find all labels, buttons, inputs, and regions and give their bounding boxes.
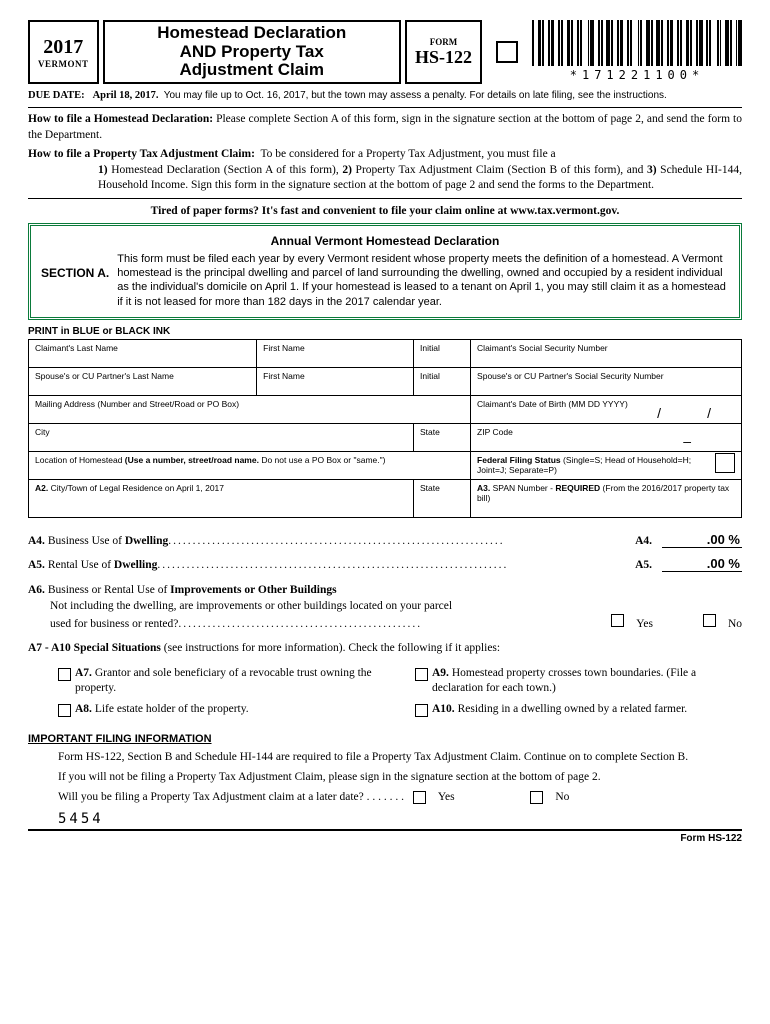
field-state[interactable]: State: [414, 423, 471, 451]
header-checkbox[interactable]: [496, 41, 518, 63]
important-body: Form HS-122, Section B and Schedule HI-1…: [28, 749, 742, 805]
a6-yes-checkbox[interactable]: [611, 614, 624, 627]
special-situations: A7 - A10 Special Situations (see instruc…: [28, 642, 742, 723]
tax-year: 2017: [38, 36, 89, 59]
field-spouse-first[interactable]: First Name: [257, 367, 414, 395]
field-zip[interactable]: ZIP Code–: [471, 423, 742, 451]
print-ink-note: PRINT in BLUE or BLACK INK: [28, 326, 742, 337]
field-initial[interactable]: Initial: [414, 339, 471, 367]
important-header: IMPORTANT FILING INFORMATION: [28, 733, 742, 745]
due-date-line: DUE DATE: April 18, 2017. You may file u…: [28, 90, 742, 101]
field-last-name[interactable]: Claimant's Last Name: [29, 339, 257, 367]
year-box: 2017 VERMONT: [28, 20, 99, 84]
state-label: VERMONT: [38, 59, 89, 69]
online-filing-notice: Tired of paper forms? It's fast and conv…: [28, 205, 742, 217]
field-mailing-address[interactable]: Mailing Address (Number and Street/Road …: [29, 395, 471, 423]
field-first-name[interactable]: First Name: [257, 339, 414, 367]
field-a2-residence[interactable]: A2. City/Town of Legal Residence on Apri…: [29, 479, 414, 517]
later-yes-checkbox[interactable]: [413, 791, 426, 804]
field-homestead-location[interactable]: Location of Homestead (Use a number, str…: [29, 451, 471, 479]
section-a-label: SECTION A.: [41, 252, 109, 309]
claimant-fields-table: Claimant's Last Name First Name Initial …: [28, 339, 742, 518]
later-no-checkbox[interactable]: [530, 791, 543, 804]
field-spouse-initial[interactable]: Initial: [414, 367, 471, 395]
filing-status-box[interactable]: [715, 453, 735, 473]
line-a6: A6. Business or Rental Use of Improvemen…: [28, 582, 742, 632]
line-a4: A4. Business Use of Dwelling ...........…: [28, 532, 742, 548]
a4-value[interactable]: .00 %: [662, 532, 742, 548]
barcode-number: *171221100*: [532, 68, 742, 82]
a8-checkbox[interactable]: [58, 704, 71, 717]
a10-checkbox[interactable]: [415, 704, 428, 717]
field-city[interactable]: City: [29, 423, 414, 451]
a6-no-checkbox[interactable]: [703, 614, 716, 627]
form-code: HS-122: [415, 47, 472, 68]
barcode-area: *171221100*: [532, 20, 742, 84]
field-a2-state[interactable]: State: [414, 479, 471, 517]
form-header: 2017 VERMONT Homestead Declaration AND P…: [28, 20, 742, 84]
field-filing-status[interactable]: Federal Filing Status (Single=S; Head of…: [471, 451, 742, 479]
barcode: [532, 20, 742, 66]
field-dob[interactable]: Claimant's Date of Birth (MM DD YYYY)//: [471, 395, 742, 423]
field-a3-span[interactable]: A3. SPAN Number - REQUIRED (From the 201…: [471, 479, 742, 517]
section-a-box: Annual Vermont Homestead Declaration SEC…: [28, 223, 742, 320]
field-ssn[interactable]: Claimant's Social Security Number: [471, 339, 742, 367]
line-a5: A5. Rental Use of Dwelling .............…: [28, 556, 742, 572]
section-a-title: Annual Vermont Homestead Declaration: [41, 234, 729, 248]
a7-checkbox[interactable]: [58, 668, 71, 681]
footer-form-code: Form HS-122: [28, 829, 742, 844]
section-a-body: This form must be filed each year by eve…: [117, 252, 729, 309]
a5-value[interactable]: .00 %: [662, 556, 742, 572]
form-title: Homestead Declaration AND Property Tax A…: [103, 20, 401, 84]
a9-checkbox[interactable]: [415, 668, 428, 681]
howto-pta: How to file a Property Tax Adjustment Cl…: [28, 147, 742, 194]
form-code-box: FORM HS-122: [405, 20, 482, 84]
field-spouse-ssn[interactable]: Spouse's or CU Partner's Social Security…: [471, 367, 742, 395]
footer-number: 5454: [28, 811, 742, 827]
field-spouse-last[interactable]: Spouse's or CU Partner's Last Name: [29, 367, 257, 395]
howto-homestead: How to file a Homestead Declaration: Ple…: [28, 112, 742, 143]
